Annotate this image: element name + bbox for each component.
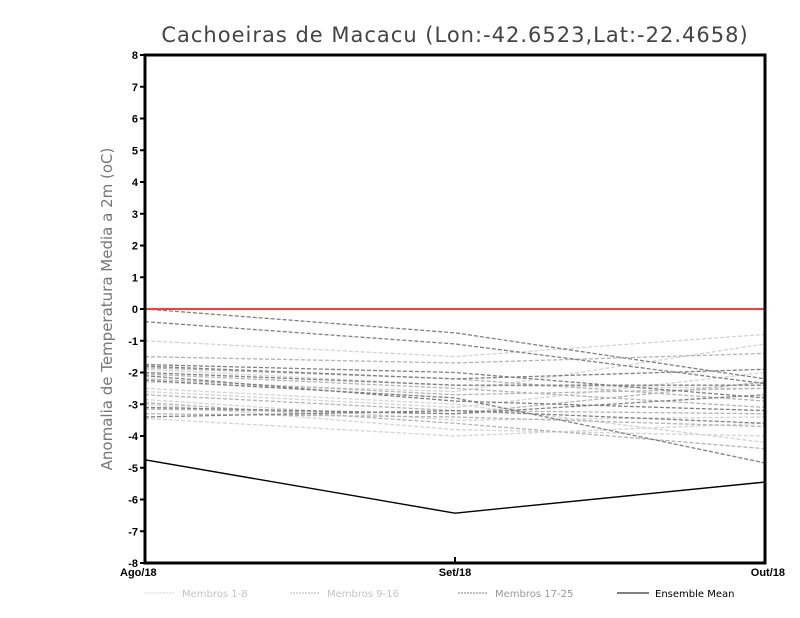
member-line-3-6	[144, 375, 766, 412]
member-line-1-2	[144, 343, 766, 393]
member-line-3-7	[144, 394, 766, 415]
member-line-2-4	[144, 378, 766, 396]
y-tick-label: 6	[132, 114, 138, 126]
member-lines	[144, 308, 766, 464]
y-tick-label: -7	[128, 526, 138, 538]
member-line-2-3	[144, 373, 766, 409]
y-tick-label: -8	[128, 558, 138, 570]
x-ticks: Ago/18 Set/18 Out/18	[120, 557, 785, 579]
member-line-1-8	[144, 417, 766, 437]
x-tick-label: Set/18	[439, 567, 471, 579]
member-line-1-1	[144, 333, 766, 358]
y-axis-label: Anomalia de Temperatura Media a 2m (oC)	[98, 148, 116, 471]
y-tick-label: 5	[132, 145, 138, 157]
x-tick-label: Out/18	[751, 567, 785, 579]
y-tick-label: -6	[128, 495, 138, 507]
y-tick-label: -1	[128, 336, 138, 348]
y-tick-label: -2	[128, 368, 138, 380]
y-tick-label: 0	[132, 304, 138, 316]
member-line-3-3	[144, 363, 766, 399]
member-line-3-1	[144, 308, 766, 380]
member-line-1-5	[144, 403, 766, 437]
x-tick-label: Ago/18	[120, 567, 157, 579]
legend-label: Membros 9-16	[327, 589, 399, 600]
member-line-3-9	[144, 379, 766, 464]
member-line-2-1	[144, 352, 766, 364]
y-tick-label: -5	[128, 463, 138, 475]
y-ticks: -8 -7 -6 -5 -4 -3 -2 -1 0 1 2 3 4 5 6 7 8	[128, 50, 145, 570]
y-tick-label: -4	[128, 431, 139, 443]
legend: Membros 1-8 Membros 9-16 Membros 17-25 Ense…	[145, 589, 734, 600]
y-tick-label: 7	[132, 82, 138, 94]
member-line-3-4	[144, 365, 766, 380]
member-line-1-3	[144, 371, 766, 409]
y-tick-label: 3	[132, 209, 138, 221]
y-tick-label: 4	[132, 177, 139, 189]
member-line-2-2	[144, 367, 766, 402]
member-line-1-7	[144, 387, 766, 443]
chart-title: Cachoeiras de Macacu (Lon:-42.6523,Lat:-…	[161, 23, 748, 47]
y-tick-label: 2	[132, 241, 138, 253]
member-line-2-6	[144, 381, 766, 415]
member-line-2-5	[144, 394, 766, 415]
y-tick-label: -3	[128, 399, 138, 411]
legend-label: Membros 1-8	[182, 589, 248, 600]
member-line-3-2	[144, 321, 766, 385]
member-line-3-8	[144, 409, 766, 424]
member-line-1-6	[144, 368, 766, 390]
member-line-1-4	[144, 398, 766, 421]
y-tick-label: 1	[132, 272, 138, 284]
legend-label: Ensemble Mean	[655, 589, 734, 600]
legend-label: Membros 17-25	[495, 589, 573, 600]
y-tick-label: 8	[132, 50, 138, 62]
member-line-3-5	[144, 371, 765, 386]
ensemble-mean	[144, 459, 766, 514]
ensemble-mean-line	[144, 459, 766, 514]
